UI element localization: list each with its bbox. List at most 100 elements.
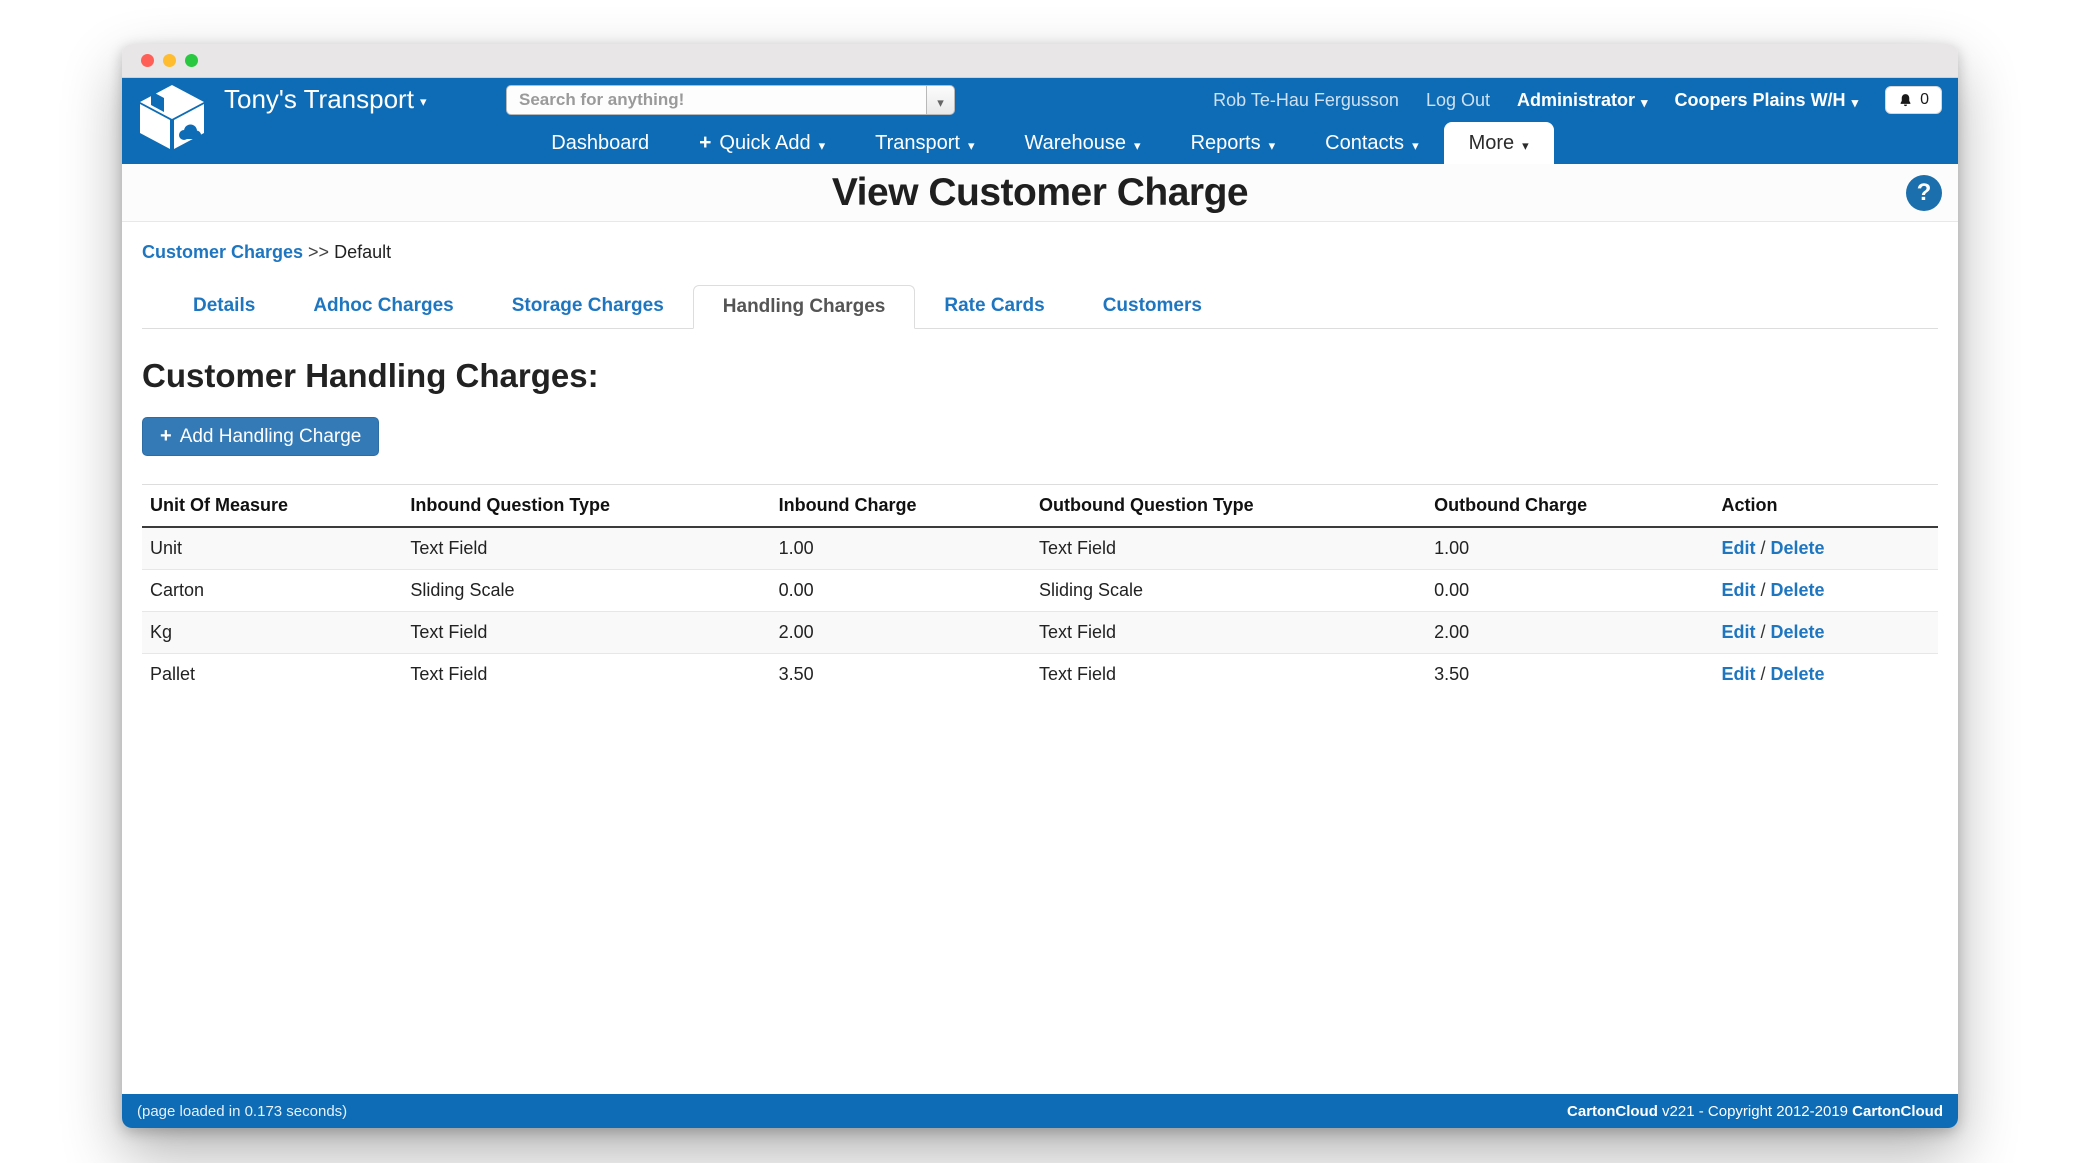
footer-version-text: v221 - Copyright 2012-2019 (1657, 1102, 1853, 1120)
role-label: Administrator (1516, 89, 1635, 110)
zoom-window-icon[interactable] (185, 54, 198, 67)
footer-brand: CartonCloud (1852, 1102, 1943, 1120)
cell-actions: Edit / Delete (1713, 526, 1938, 570)
chevron-down-icon: ▾ (419, 94, 427, 109)
minimize-window-icon[interactable] (163, 54, 176, 67)
cell-unit-of-measure: Pallet (142, 653, 403, 695)
logout-link[interactable]: Log Out (1425, 89, 1490, 110)
nav-item-transport[interactable]: Transport ▾ (875, 131, 975, 154)
table-row: Carton Sliding Scale 0.00 Sliding Scale … (142, 569, 1938, 612)
delete-link[interactable]: Delete (1770, 538, 1825, 558)
plus-icon: + (160, 425, 172, 447)
macos-titlebar (122, 44, 1958, 78)
nav-item-warehouse[interactable]: Warehouse ▾ (1024, 131, 1141, 154)
main-content: Customer Charges >> Default Details Adhoc… (122, 222, 1958, 1094)
close-window-icon[interactable] (141, 54, 154, 67)
col-outbound-question-type: Outbound Question Type (1030, 484, 1427, 528)
cell-outbound-charge: 0.00 (1426, 569, 1714, 612)
brand-menu[interactable]: Tony's Transport ▾ (224, 84, 426, 115)
plus-icon: + (699, 131, 712, 154)
col-inbound-question-type: Inbound Question Type (402, 484, 771, 528)
section-heading: Customer Handling Charges: (142, 357, 599, 394)
charge-tabs: Details Adhoc Charges Storage Charges Handl… (142, 285, 1938, 329)
nav-item-dashboard[interactable]: Dashboard (551, 131, 650, 154)
table-row: Unit Text Field 1.00 Text Field 1.00 Edi… (142, 526, 1938, 570)
delete-link[interactable]: Delete (1770, 622, 1825, 642)
cell-unit-of-measure: Carton (142, 569, 403, 612)
user-menu-area: Rob Te-Hau Fergusson Log Out Administrat… (1213, 78, 1942, 122)
tab-handling-charges[interactable]: Handling Charges (692, 285, 916, 329)
footer-brand: CartonCloud (1567, 1102, 1658, 1120)
cell-inbound-question-type: Text Field (402, 653, 771, 695)
cell-unit-of-measure: Kg (142, 611, 403, 654)
page-load-time: (page loaded in 0.173 seconds) (137, 1102, 348, 1120)
cell-inbound-charge: 0.00 (770, 569, 1031, 612)
cell-inbound-charge: 1.00 (770, 526, 1031, 570)
col-outbound-charge: Outbound Charge (1426, 484, 1714, 528)
col-unit-of-measure: Unit Of Measure (142, 484, 403, 528)
footer-bar: (page loaded in 0.173 seconds) CartonClo… (122, 1094, 1958, 1128)
chevron-down-icon: ▾ (937, 94, 944, 110)
copyright-text: CartonCloud v221 - Copyright 2012-2019 C… (1567, 1103, 1943, 1120)
cell-outbound-charge: 1.00 (1426, 526, 1714, 570)
cell-outbound-question-type: Text Field (1030, 611, 1427, 654)
chevron-down-icon: ▾ (1851, 94, 1859, 110)
bell-icon (1900, 93, 1911, 106)
action-separator: / (1755, 580, 1771, 600)
edit-link[interactable]: Edit (1721, 622, 1756, 642)
cell-inbound-question-type: Text Field (402, 611, 771, 654)
edit-link[interactable]: Edit (1721, 538, 1756, 558)
edit-link[interactable]: Edit (1721, 664, 1756, 684)
chevron-down-icon: ▾ (1641, 94, 1648, 110)
add-handling-charge-button[interactable]: + Add Handling Charge (142, 417, 380, 456)
nav-item-reports[interactable]: Reports ▾ (1190, 131, 1276, 154)
cell-inbound-question-type: Text Field (402, 526, 771, 570)
table-header: Unit Of Measure Inbound Question Type In… (142, 484, 1938, 528)
notifications-button[interactable]: 0 (1885, 86, 1942, 114)
warehouse-dropdown[interactable]: Coopers Plains W/H ▾ (1675, 90, 1859, 111)
cell-outbound-question-type: Sliding Scale (1030, 569, 1427, 612)
help-icon[interactable]: ? (1906, 175, 1942, 211)
action-separator: / (1755, 622, 1771, 642)
cell-unit-of-measure: Unit (142, 526, 403, 570)
cartoncloud-logo-icon (140, 85, 204, 149)
tab-storage-charges[interactable]: Storage Charges (511, 295, 664, 316)
chevron-down-icon: ▾ (1268, 137, 1276, 153)
chevron-down-icon: ▾ (1412, 137, 1419, 153)
role-dropdown[interactable]: Administrator ▾ (1517, 90, 1648, 111)
warehouse-label: Coopers Plains W/H (1674, 89, 1846, 110)
cell-outbound-question-type: Text Field (1030, 653, 1427, 695)
nav-item-contacts[interactable]: Contacts ▾ (1325, 131, 1419, 154)
app-window: Tony's Transport ▾ ▾ Rob Te-Hau Fergusso… (122, 44, 1958, 1128)
edit-link[interactable]: Edit (1721, 580, 1756, 600)
chevron-down-icon: ▾ (1134, 137, 1141, 153)
nav-item-quick-add[interactable]: + Quick Add ▾ (699, 131, 826, 154)
cell-inbound-charge: 2.00 (770, 611, 1031, 654)
tab-rate-cards[interactable]: Rate Cards (944, 295, 1045, 316)
nav-item-more[interactable]: More ▾ (1443, 122, 1554, 164)
breadcrumb-current: Default (334, 242, 392, 262)
search-input[interactable] (506, 85, 926, 115)
breadcrumb-customer-charges-link[interactable]: Customer Charges (142, 242, 304, 262)
handling-charges-table: Unit Of Measure Inbound Question Type In… (142, 484, 1938, 695)
brand-label: Tony's Transport (224, 84, 414, 114)
cell-actions: Edit / Delete (1713, 569, 1938, 612)
delete-link[interactable]: Delete (1770, 664, 1825, 684)
tab-adhoc-charges[interactable]: Adhoc Charges (313, 295, 454, 316)
main-nav: Dashboard + Quick Add ▾ Transport ▾ Ware… (122, 122, 1958, 164)
cell-actions: Edit / Delete (1713, 611, 1938, 654)
tab-customers[interactable]: Customers (1102, 295, 1202, 316)
chevron-down-icon: ▾ (967, 137, 975, 153)
table-row: Pallet Text Field 3.50 Text Field 3.50 E… (142, 653, 1938, 695)
notification-count: 0 (1920, 91, 1929, 108)
delete-link[interactable]: Delete (1770, 580, 1825, 600)
user-name[interactable]: Rob Te-Hau Fergusson (1213, 89, 1399, 110)
breadcrumb: Customer Charges >> Default (142, 242, 1938, 263)
col-inbound-charge: Inbound Charge (770, 484, 1031, 528)
tab-details[interactable]: Details (193, 295, 256, 316)
search-scope-dropdown[interactable]: ▾ (926, 85, 955, 115)
top-bar: Tony's Transport ▾ ▾ Rob Te-Hau Fergusso… (122, 78, 1958, 149)
chevron-down-icon: ▾ (1522, 137, 1529, 153)
action-separator: / (1755, 664, 1771, 684)
table-row: Kg Text Field 2.00 Text Field 2.00 Edit … (142, 611, 1938, 654)
